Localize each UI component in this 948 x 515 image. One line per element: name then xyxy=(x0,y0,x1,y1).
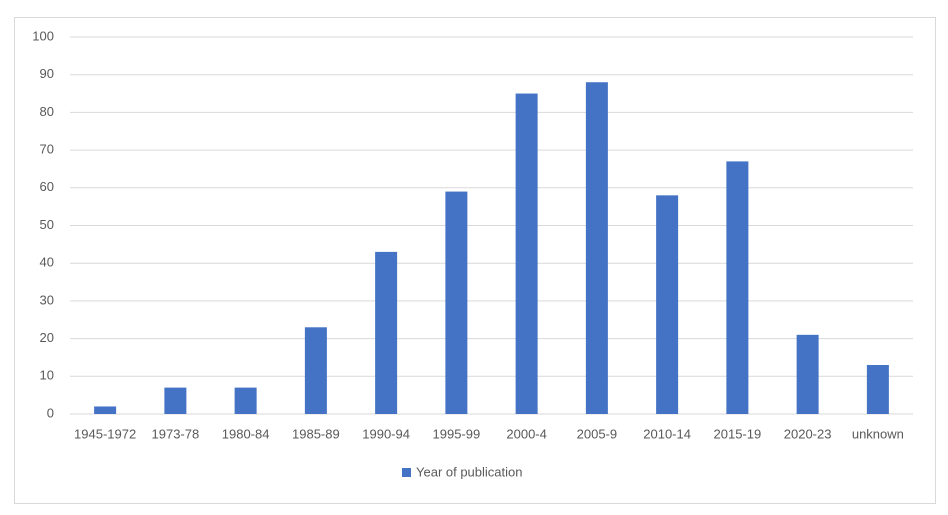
y-tick-label: 100 xyxy=(32,28,54,43)
x-tick-label: 2020-23 xyxy=(784,426,832,441)
legend-label: Year of publication xyxy=(416,464,523,479)
bar xyxy=(304,327,327,414)
legend-swatch xyxy=(402,468,411,477)
bar xyxy=(796,334,819,414)
y-tick-label: 10 xyxy=(40,368,54,383)
x-tick-label: 1985-89 xyxy=(292,426,340,441)
x-tick-label: 1973-78 xyxy=(152,426,200,441)
x-tick-label: 2010-14 xyxy=(643,426,691,441)
y-tick-label: 60 xyxy=(40,179,54,194)
chart-border xyxy=(14,17,936,504)
y-tick-label: 40 xyxy=(40,255,54,270)
x-tick-label: 1945-1972 xyxy=(74,426,136,441)
bar xyxy=(234,387,257,414)
x-tick-label: 1995-99 xyxy=(433,426,481,441)
bar xyxy=(94,406,117,414)
x-tick-label: 2000-4 xyxy=(506,426,546,441)
y-tick-label: 80 xyxy=(40,104,54,119)
bar xyxy=(585,82,608,415)
y-tick-label: 20 xyxy=(40,330,54,345)
bar xyxy=(164,387,187,414)
bar xyxy=(515,93,538,415)
bar xyxy=(726,161,749,414)
bar xyxy=(445,191,468,414)
y-tick-label: 70 xyxy=(40,142,54,157)
y-tick-label: 30 xyxy=(40,292,54,307)
x-tick-label: 1980-84 xyxy=(222,426,270,441)
x-tick-label: unknown xyxy=(852,426,904,441)
bar xyxy=(375,251,398,414)
x-tick-label: 2005-9 xyxy=(577,426,617,441)
x-tick-label: 1990-94 xyxy=(362,426,410,441)
bar xyxy=(866,364,889,414)
x-tick-label: 2015-19 xyxy=(714,426,762,441)
y-tick-label: 50 xyxy=(40,217,54,232)
y-tick-label: 0 xyxy=(47,405,54,420)
y-tick-label: 90 xyxy=(40,66,54,81)
bar xyxy=(656,195,679,414)
